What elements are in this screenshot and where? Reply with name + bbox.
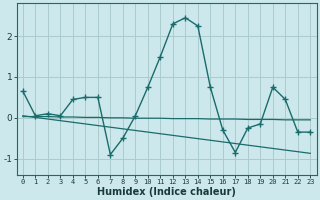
X-axis label: Humidex (Indice chaleur): Humidex (Indice chaleur) [97, 187, 236, 197]
